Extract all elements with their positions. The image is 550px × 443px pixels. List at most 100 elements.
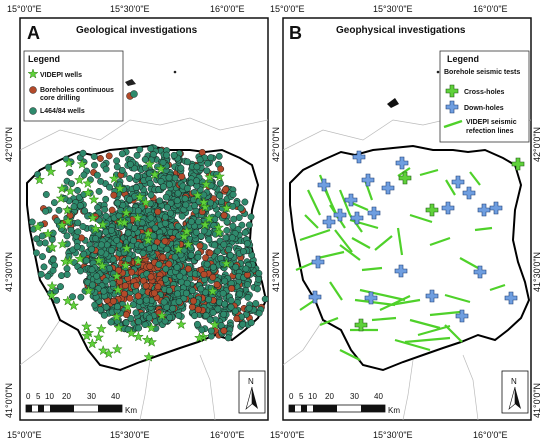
scale-b-20: 20 bbox=[325, 392, 334, 401]
well-point bbox=[241, 198, 249, 206]
borehole-point bbox=[165, 260, 173, 268]
scale-a-20: 20 bbox=[62, 392, 71, 401]
videpi-star bbox=[204, 171, 216, 182]
well-point bbox=[255, 269, 263, 277]
cross-hole-marker bbox=[425, 203, 439, 217]
videpi-star bbox=[173, 243, 185, 255]
borehole-point bbox=[142, 282, 150, 290]
well-point bbox=[254, 285, 261, 293]
well-point bbox=[49, 266, 57, 274]
legend-a-title: Legend bbox=[28, 54, 60, 64]
well-point bbox=[205, 296, 213, 303]
well-point bbox=[129, 237, 137, 245]
videpi-star bbox=[156, 310, 168, 321]
down-hole-marker bbox=[473, 265, 487, 279]
well-point bbox=[130, 224, 138, 232]
well-point bbox=[66, 169, 74, 176]
videpi-star bbox=[200, 178, 212, 190]
well-point bbox=[202, 288, 209, 296]
down-hole-marker bbox=[441, 201, 455, 215]
seismic-line bbox=[444, 324, 463, 343]
well-point bbox=[161, 317, 169, 325]
seismic-line bbox=[409, 318, 441, 330]
well-point bbox=[161, 213, 169, 221]
well-point bbox=[261, 295, 268, 303]
seismic-line bbox=[334, 229, 353, 253]
well-point bbox=[74, 219, 82, 227]
legend-b: Legend Borehole seismic tests Cross-hole… bbox=[439, 50, 530, 143]
down-hole-marker bbox=[311, 255, 325, 269]
borehole-point bbox=[128, 268, 136, 276]
well-point bbox=[155, 261, 163, 268]
well-point bbox=[58, 272, 65, 280]
well-point bbox=[63, 265, 71, 273]
videpi-star bbox=[82, 285, 95, 296]
legend-a: Legend VIDEPI wells Boreholes continuous… bbox=[23, 50, 124, 122]
well-point bbox=[41, 239, 49, 247]
well-point bbox=[124, 255, 132, 263]
legend-a-item-borehole: Boreholes continuous bbox=[40, 87, 114, 94]
borehole-point bbox=[190, 297, 197, 305]
borehole-point bbox=[122, 311, 130, 319]
videpi-star bbox=[56, 219, 68, 230]
borehole-point bbox=[217, 165, 225, 173]
x-label-top-b-3: 16°0'0"E bbox=[473, 4, 508, 14]
seismic-line bbox=[317, 250, 345, 260]
borehole-point bbox=[146, 263, 154, 270]
well-point bbox=[117, 207, 125, 215]
well-point bbox=[166, 314, 174, 321]
well-point bbox=[141, 156, 149, 163]
well-point bbox=[217, 198, 225, 206]
well-point bbox=[189, 287, 196, 295]
well-point bbox=[229, 191, 237, 199]
videpi-star bbox=[193, 332, 206, 343]
well-point bbox=[204, 160, 212, 167]
scale-a-0: 0 bbox=[26, 392, 31, 401]
well-point bbox=[194, 253, 202, 261]
legend-b-item-cross: Cross-holes bbox=[464, 89, 505, 96]
well-point bbox=[88, 266, 96, 274]
well-point bbox=[107, 318, 115, 326]
videpi-star bbox=[111, 311, 123, 322]
well-point bbox=[57, 283, 64, 291]
y-label-a-left-1: 42°0'0"N bbox=[4, 127, 14, 162]
videpi-star bbox=[32, 221, 44, 232]
well-point bbox=[118, 166, 126, 174]
legend-b-subtitle: Borehole seismic tests bbox=[444, 69, 520, 76]
well-point bbox=[243, 240, 251, 248]
videpi-star bbox=[93, 254, 105, 266]
well-point bbox=[183, 158, 191, 166]
seismic-line bbox=[474, 226, 493, 232]
well-point bbox=[97, 248, 105, 256]
videpi-star bbox=[134, 191, 146, 202]
well-point bbox=[187, 218, 195, 226]
borehole-point bbox=[159, 253, 167, 261]
well-point bbox=[74, 228, 82, 236]
borehole-point bbox=[161, 237, 169, 245]
borehole-point bbox=[116, 278, 124, 285]
videpi-star bbox=[120, 207, 132, 218]
videpi-star bbox=[181, 225, 193, 237]
well-point bbox=[197, 232, 205, 240]
down-hole-marker bbox=[308, 290, 322, 304]
well-point bbox=[91, 301, 99, 309]
well-point bbox=[225, 246, 233, 254]
well-point bbox=[239, 320, 247, 328]
well-point bbox=[181, 195, 189, 203]
videpi-star bbox=[132, 331, 144, 342]
well-point bbox=[69, 293, 76, 301]
well-point bbox=[174, 222, 182, 230]
down-hole-marker bbox=[364, 291, 378, 305]
y-label-b-right-3: 41°0'0"N bbox=[532, 383, 542, 418]
videpi-star bbox=[203, 212, 215, 224]
videpi-star bbox=[86, 338, 98, 349]
well-point bbox=[49, 256, 57, 264]
videpi-star bbox=[108, 172, 120, 184]
videpi-star bbox=[143, 351, 155, 362]
seismic-line bbox=[429, 236, 451, 247]
seismic-line bbox=[359, 288, 406, 302]
well-point bbox=[113, 303, 121, 311]
well-point bbox=[91, 161, 98, 169]
seismic-line bbox=[417, 324, 451, 337]
